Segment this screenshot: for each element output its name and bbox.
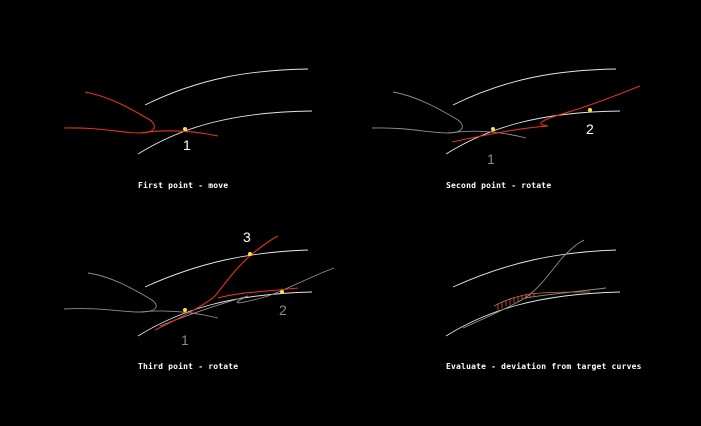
previous-curve-second: [159, 267, 335, 327]
control-point-1: [183, 308, 187, 312]
fitted-curve: [154, 235, 279, 331]
fitted-curve-branch: [524, 287, 607, 299]
fitted-curve-tail: [139, 130, 219, 137]
point-label-3: 3: [243, 229, 251, 245]
panel-caption: Evaluate - deviation from target curves: [446, 361, 642, 371]
point-label-1: 1: [183, 137, 191, 153]
point-label-1: 1: [181, 332, 189, 348]
point-label-2: 2: [586, 121, 594, 137]
panel-second-point: 1 2 Second point - rotate: [371, 68, 641, 190]
panel-evaluate: Evaluate - deviation from target curves: [445, 239, 642, 371]
panel-caption: First point - move: [138, 180, 228, 190]
fitted-curve: [451, 85, 641, 143]
target-curve-lower: [445, 291, 621, 337]
deviation-hatch: [493, 291, 591, 310]
control-point-2: [280, 290, 284, 294]
target-curve-lower: [137, 110, 313, 155]
point-label-2: 2: [279, 302, 287, 318]
fitted-curve: [63, 91, 155, 134]
panel-first-point: 1 First point - move: [63, 68, 313, 190]
control-point-2: [588, 108, 592, 112]
target-curve-upper: [144, 68, 309, 106]
target-curve-lower: [137, 291, 313, 337]
panel-caption: Second point - rotate: [446, 180, 551, 190]
previous-curve: [63, 272, 157, 313]
previous-curve: [371, 91, 463, 134]
panel-caption: Third point - rotate: [138, 361, 238, 371]
point-label-1: 1: [487, 151, 495, 167]
control-point-1: [183, 127, 187, 131]
control-point-3: [248, 252, 252, 256]
fitted-curve: [462, 239, 585, 329]
deviation-outline: [493, 291, 591, 307]
fitted-curve-branch: [217, 287, 299, 299]
target-curve-upper: [452, 68, 617, 106]
target-curve-upper: [452, 249, 617, 288]
target-curve-lower: [445, 110, 621, 155]
target-curve-upper: [144, 249, 309, 288]
panel-third-point: 3 1 2 Third point - rotate: [63, 229, 335, 371]
previous-curve-tail: [139, 310, 219, 319]
previous-curve-tail: [447, 130, 527, 139]
control-point-1: [491, 127, 495, 131]
